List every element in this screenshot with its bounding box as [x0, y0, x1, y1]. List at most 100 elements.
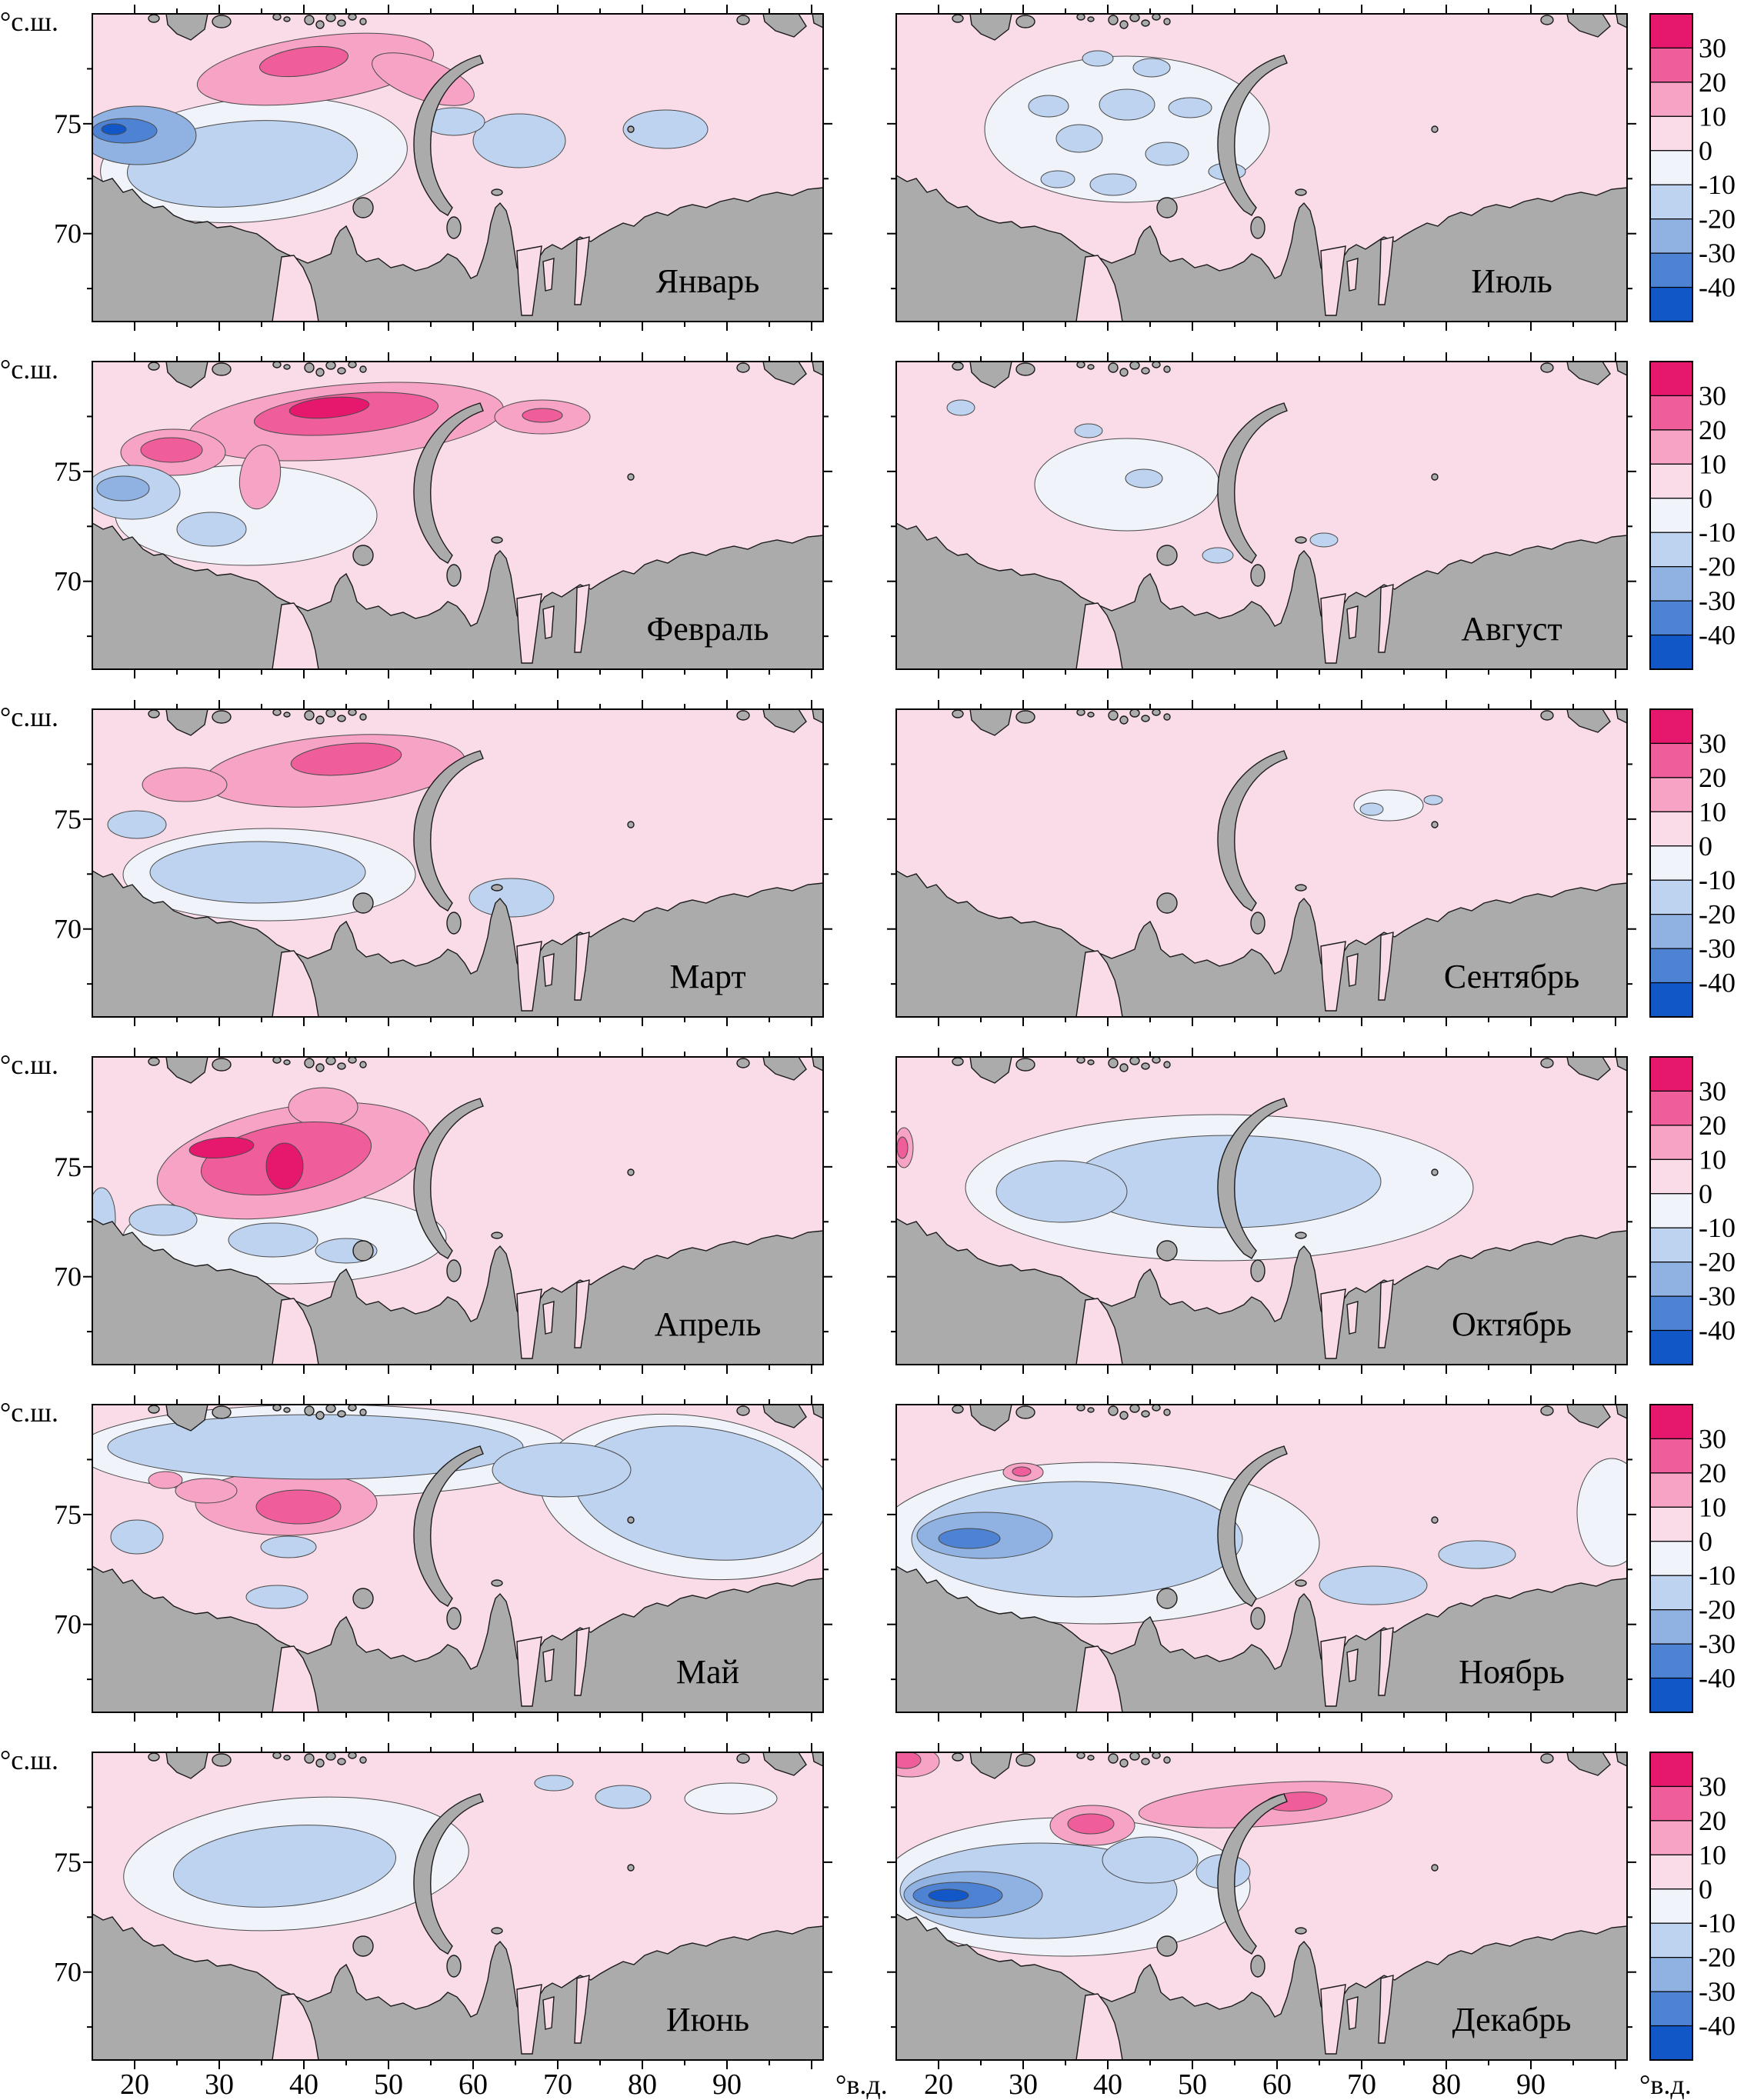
island: [1566, 1057, 1611, 1081]
island: [304, 15, 315, 25]
anomaly-patch: [96, 475, 150, 502]
island: [1217, 1098, 1288, 1259]
island: [315, 1063, 325, 1072]
colorbar-label: -20: [1699, 1942, 1736, 1973]
island: [1119, 1411, 1129, 1420]
island: [325, 14, 336, 22]
island: [212, 710, 232, 724]
colorbar-label: 30: [1699, 1075, 1726, 1106]
lat-axis-label: °с.ш.: [0, 1745, 58, 1775]
colorbar-segment: [1649, 634, 1693, 670]
island: [1540, 1753, 1554, 1764]
colorbar-segment: [1649, 252, 1693, 288]
island: [812, 1057, 823, 1072]
sea-inlet: [272, 950, 319, 1017]
map-border: [895, 13, 1628, 322]
island: [627, 125, 635, 133]
colorbar-border: [1649, 361, 1693, 670]
month-label: Декабрь: [1452, 2001, 1572, 2038]
island: [148, 362, 160, 371]
sea-inlet: [1075, 1645, 1123, 1712]
anomaly-patch: [472, 113, 566, 168]
island: [359, 1756, 367, 1764]
island: [1295, 884, 1307, 892]
island: [348, 14, 357, 21]
lat-axis-label: °с.ш.: [0, 6, 58, 37]
island: [762, 362, 807, 385]
lon-tick-label: 90: [712, 2068, 742, 2100]
island: [1015, 1405, 1035, 1419]
colorbar-segment: [1649, 845, 1693, 881]
island: [969, 709, 1012, 736]
island: [352, 545, 374, 566]
island: [1250, 564, 1265, 587]
colorbar-segment: [1649, 1957, 1693, 1992]
anomaly-patch: [372, 52, 475, 106]
anomaly-patch: [1145, 142, 1189, 166]
colorbar-label: 20: [1699, 1458, 1726, 1488]
island: [1431, 473, 1439, 481]
colorbar-segment: [1649, 2025, 1693, 2061]
colorbar-segment: [1649, 1056, 1693, 1092]
island: [304, 710, 315, 721]
map-content: [896, 14, 1627, 322]
colorbar-label: -10: [1699, 1560, 1736, 1591]
sea-inlet: [574, 1279, 590, 1348]
colorbar-segment: [1649, 1158, 1693, 1195]
land: [896, 709, 1627, 1017]
colorbar-segment: [1649, 1609, 1693, 1645]
sea-inlet: [516, 1984, 542, 2055]
anomaly-patch: [172, 1825, 397, 1908]
anomaly-patch: [1099, 88, 1155, 121]
colorbar-label: 30: [1699, 32, 1726, 63]
colorbar-segment: [1649, 218, 1693, 254]
sea-inlet: [574, 1627, 590, 1696]
anomaly-patch: [1438, 1540, 1516, 1569]
colorbar-label: -20: [1699, 1595, 1736, 1625]
island: [148, 1405, 160, 1414]
island: [1129, 1752, 1140, 1761]
sea-inlet: [272, 1298, 319, 1365]
axis-ticks: [887, 352, 1636, 678]
island: [1217, 1793, 1288, 1955]
map-panel-11: Ноябрь: [887, 1395, 1636, 1722]
island: [352, 892, 374, 914]
colorbar-segment: [1649, 1438, 1693, 1474]
island: [1015, 15, 1035, 28]
colorbar-segment: [1649, 1404, 1693, 1440]
island: [736, 1058, 750, 1068]
map-border: [895, 1752, 1628, 2061]
island: [148, 14, 160, 23]
colorbar-segment: [1649, 1193, 1693, 1228]
island: [212, 1405, 232, 1419]
anomaly-patch: [1012, 1466, 1032, 1477]
colorbar-label: 10: [1699, 448, 1726, 479]
colorbar-segment: [1649, 811, 1693, 847]
anomaly-patch: [176, 512, 247, 547]
lat-tick-label: 75: [54, 1152, 82, 1182]
colorbar-segment: [1649, 1262, 1693, 1297]
land: [92, 14, 823, 322]
island: [1015, 1058, 1035, 1072]
map-panel-9: Сентябрь: [887, 700, 1636, 1026]
lon-tick-label: 60: [1262, 2068, 1292, 2100]
anomaly-patch: [595, 1785, 652, 1809]
colorbar-label: 0: [1699, 1874, 1712, 1905]
colorbar-label: 0: [1699, 1526, 1712, 1557]
island: [1431, 1168, 1439, 1176]
sea-inlet: [516, 245, 542, 316]
sea-inlet: [542, 1301, 555, 1335]
colorbar-segment: [1649, 115, 1693, 152]
map-content: [896, 1405, 1627, 1712]
map-content: [92, 1057, 823, 1365]
sea-inlet: [272, 255, 319, 322]
island: [1431, 821, 1439, 828]
anomaly-patch: [128, 1204, 198, 1236]
island: [1616, 1752, 1627, 1767]
island: [1108, 1058, 1119, 1068]
mainland-coast: [92, 870, 823, 1017]
mainland-coast: [92, 1565, 823, 1712]
island: [348, 1405, 357, 1412]
land: [896, 14, 1627, 322]
